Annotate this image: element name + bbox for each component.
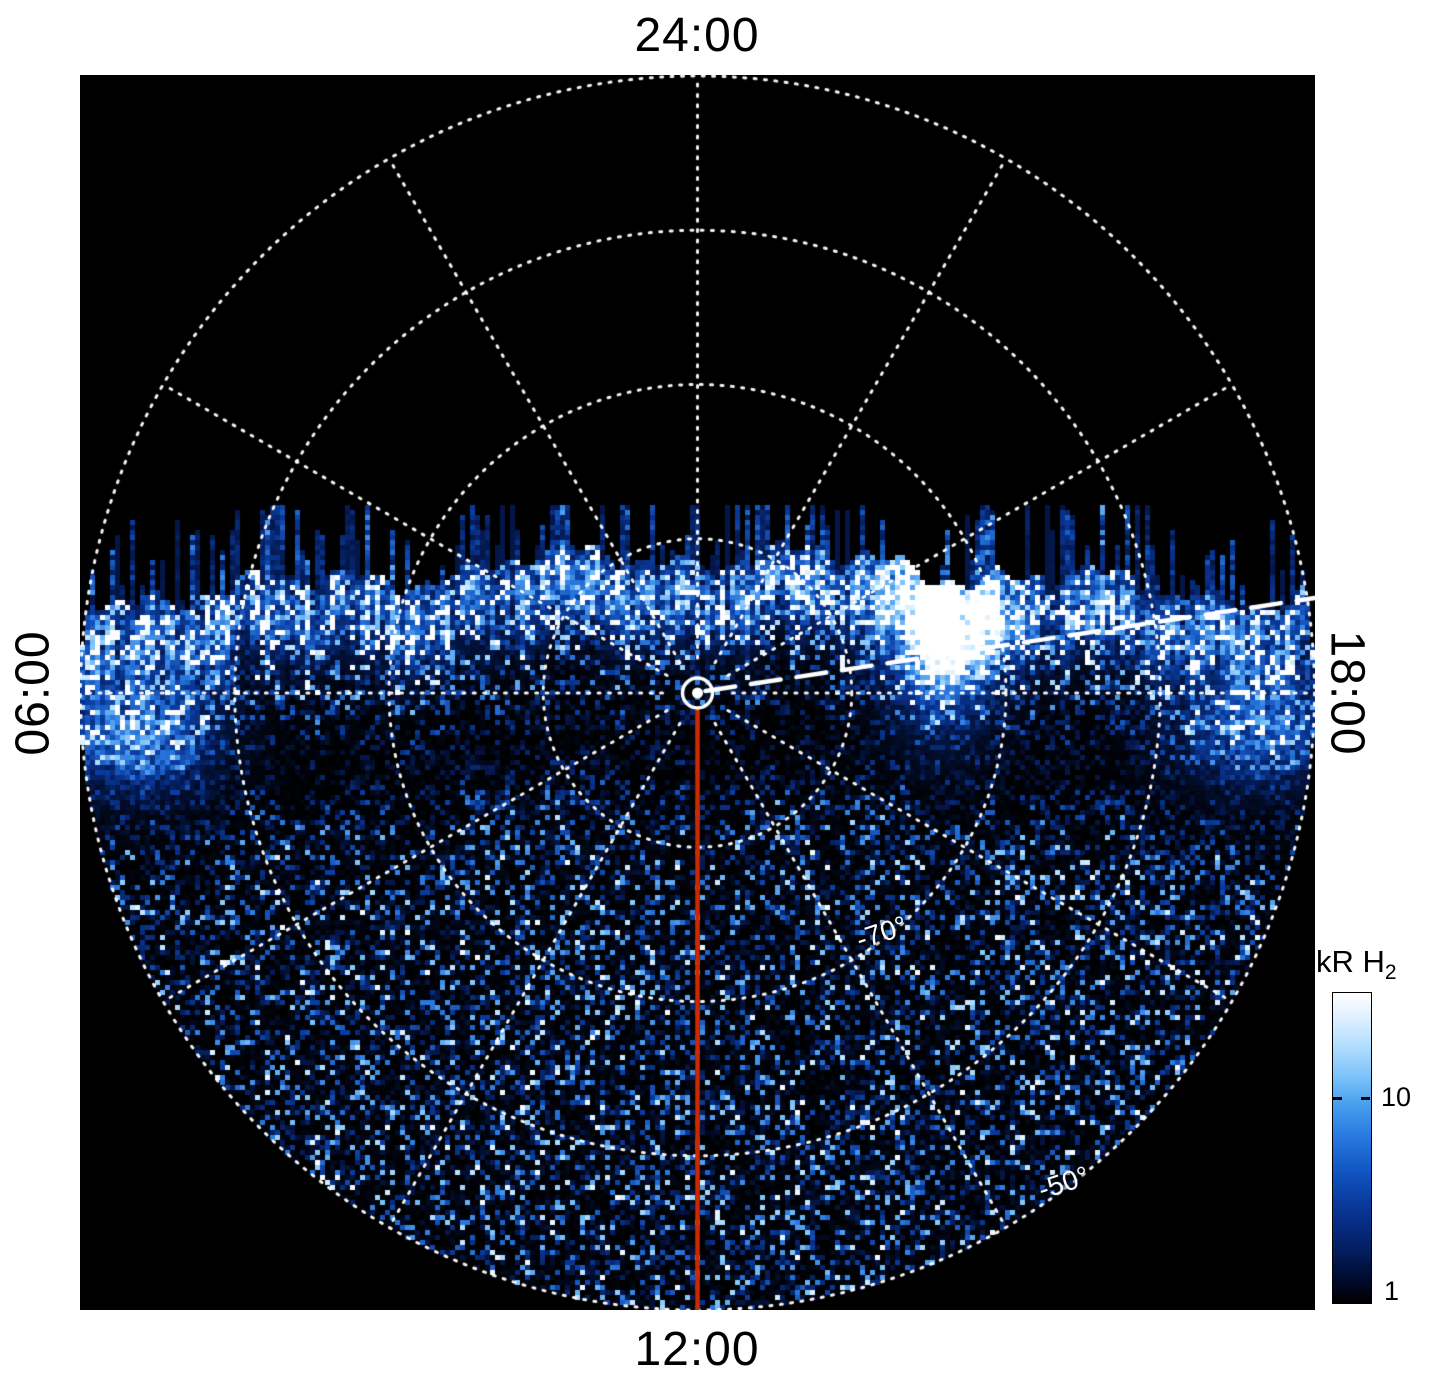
colorbar-tick-1: 1 (1384, 1276, 1400, 1306)
colorbar-tick-mark-10-left (1333, 1097, 1342, 1100)
axis-label-0600: 06:00 (6, 630, 60, 756)
colorbar-tick-10: 10 (1381, 1082, 1412, 1112)
colorbar-title-text: kR H (1316, 944, 1385, 979)
aurora-heatmap-canvas (80, 75, 1315, 1310)
axis-label-1200: 12:00 (634, 1323, 760, 1376)
axis-label-2400: 24:00 (634, 9, 760, 62)
colorbar-gradient (1332, 992, 1372, 1304)
colorbar-title: kR H2 (1316, 944, 1397, 985)
polar-plot: -70° -50° (80, 75, 1315, 1310)
colorbar-title-subscript: 2 (1384, 961, 1397, 985)
axis-label-1800: 18:00 (1320, 630, 1374, 756)
colorbar-tick-mark-10-right (1361, 1097, 1370, 1100)
